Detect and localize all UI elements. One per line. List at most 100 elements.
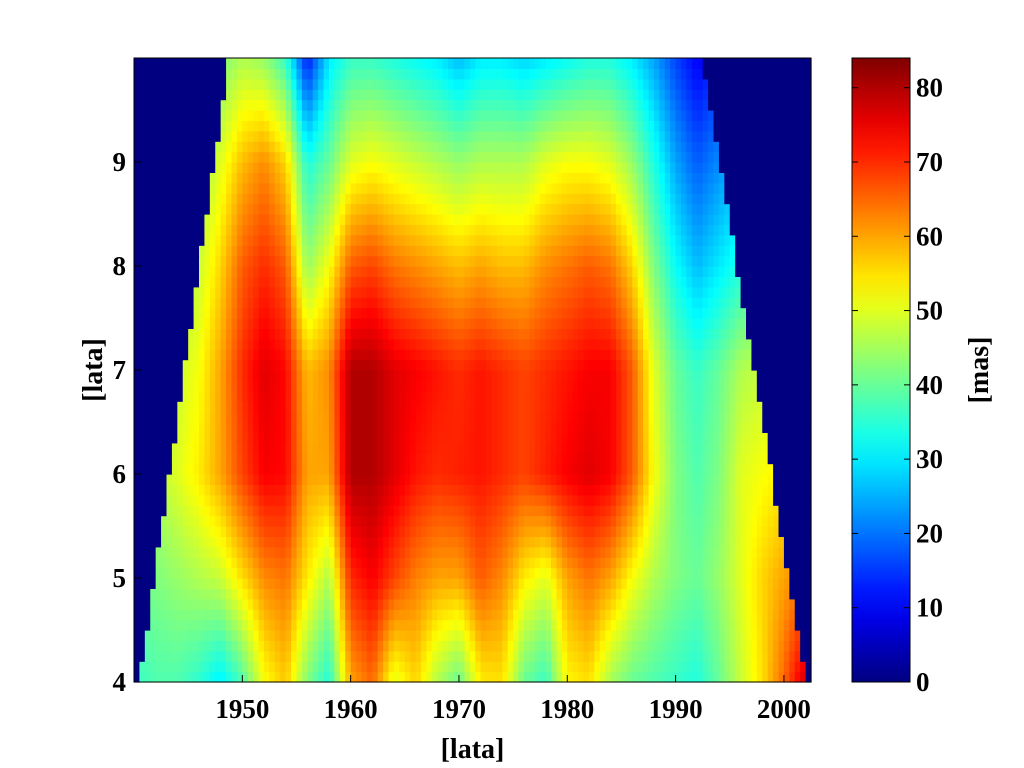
heatmap-cell: [285, 411, 292, 423]
heatmap-cell: [675, 536, 682, 548]
heatmap-cell: [567, 276, 574, 288]
heatmap-cell: [372, 650, 379, 662]
heatmap-cell: [361, 359, 368, 371]
heatmap-cell: [350, 546, 357, 558]
heatmap-cell: [226, 349, 233, 361]
heatmap-cell: [691, 380, 698, 392]
heatmap-cell: [556, 380, 563, 392]
heatmap-cell: [350, 619, 357, 631]
heatmap-cell: [502, 578, 509, 589]
heatmap-cell: [518, 422, 525, 433]
heatmap-cell: [491, 567, 498, 579]
heatmap-cell: [171, 349, 178, 361]
heatmap-cell: [155, 442, 162, 454]
heatmap-cell: [155, 640, 162, 652]
heatmap-cell: [155, 661, 162, 673]
heatmap-cell: [161, 640, 168, 652]
heatmap-cell: [480, 661, 487, 673]
heatmap-cell: [236, 338, 243, 350]
heatmap-cell: [144, 318, 151, 329]
heatmap-cell: [415, 432, 422, 444]
heatmap-cell: [453, 432, 460, 444]
heatmap-cell: [794, 474, 801, 485]
heatmap-cell: [236, 598, 243, 610]
heatmap-cell: [588, 380, 595, 392]
heatmap-cell: [448, 546, 455, 558]
heatmap-cell: [778, 598, 785, 610]
heatmap-cell: [193, 338, 200, 350]
heatmap-cell: [285, 359, 292, 371]
heatmap-cell: [778, 359, 785, 371]
heatmap-cell: [572, 297, 579, 309]
heatmap-cell: [215, 380, 222, 392]
heatmap-cell: [188, 359, 195, 371]
heatmap-cell: [653, 598, 660, 610]
heatmap-cell: [198, 546, 206, 558]
heatmap-cell: [345, 536, 352, 548]
heatmap-cell: [361, 422, 368, 433]
heatmap-cell: [648, 536, 655, 548]
heatmap-cell: [491, 505, 498, 517]
heatmap-cell: [713, 338, 720, 350]
heatmap-cell: [134, 286, 141, 298]
heatmap-cell: [751, 671, 758, 683]
heatmap-cell: [182, 474, 189, 485]
heatmap-cell: [556, 422, 563, 433]
heatmap-cell: [150, 266, 157, 277]
heatmap-cell: [388, 505, 395, 517]
heatmap-cell: [209, 557, 216, 569]
heatmap-cell: [643, 286, 650, 298]
heatmap-cell: [339, 474, 346, 485]
heatmap-cell: [198, 411, 206, 423]
heatmap-cell: [572, 266, 579, 277]
heatmap-cell: [198, 630, 206, 641]
heatmap-cell: [182, 505, 189, 517]
heatmap-cell: [177, 422, 184, 433]
heatmap-cell: [767, 359, 774, 371]
heatmap-cell: [664, 484, 671, 496]
heatmap-cell: [296, 578, 303, 589]
heatmap-cell: [800, 411, 807, 423]
heatmap-cell: [746, 588, 753, 600]
heatmap-cell: [518, 567, 525, 579]
heatmap-cell: [534, 276, 541, 288]
heatmap-cell: [166, 297, 173, 309]
heatmap-cell: [296, 411, 303, 423]
heatmap-cell: [621, 526, 628, 537]
heatmap-cell: [236, 286, 243, 298]
heatmap-cell: [681, 390, 688, 402]
heatmap-cell: [561, 567, 568, 579]
heatmap-cell: [800, 390, 807, 402]
heatmap-cell: [746, 619, 753, 631]
heatmap-cell: [426, 671, 433, 683]
heatmap-cell: [280, 650, 287, 662]
heatmap-cell: [377, 359, 384, 371]
heatmap-cell: [756, 422, 763, 433]
heatmap-cell: [529, 474, 536, 485]
heatmap-cell: [253, 266, 260, 277]
heatmap-cell: [626, 630, 633, 641]
heatmap-cell: [144, 432, 151, 444]
heatmap-cell: [756, 536, 763, 548]
heatmap-cell: [605, 546, 612, 558]
heatmap-cell: [480, 494, 487, 506]
heatmap-cell: [399, 598, 406, 610]
heatmap-cell: [643, 297, 650, 309]
heatmap-cell: [356, 661, 363, 673]
heatmap-cell: [664, 505, 671, 517]
heatmap-cell: [426, 578, 433, 589]
heatmap-cell: [236, 526, 243, 537]
heatmap-cell: [177, 609, 184, 621]
heatmap-cell: [361, 598, 368, 610]
plot-area: [134, 58, 812, 683]
heatmap-cell: [605, 442, 612, 454]
heatmap-cell: [702, 474, 709, 485]
heatmap-cell: [301, 515, 308, 527]
heatmap-cell: [746, 432, 753, 444]
heatmap-cell: [594, 453, 601, 465]
heatmap-cell: [383, 536, 390, 548]
heatmap-cell: [198, 526, 206, 537]
heatmap-cell: [691, 453, 698, 465]
heatmap-cell: [708, 578, 715, 589]
heatmap-cell: [545, 422, 552, 433]
